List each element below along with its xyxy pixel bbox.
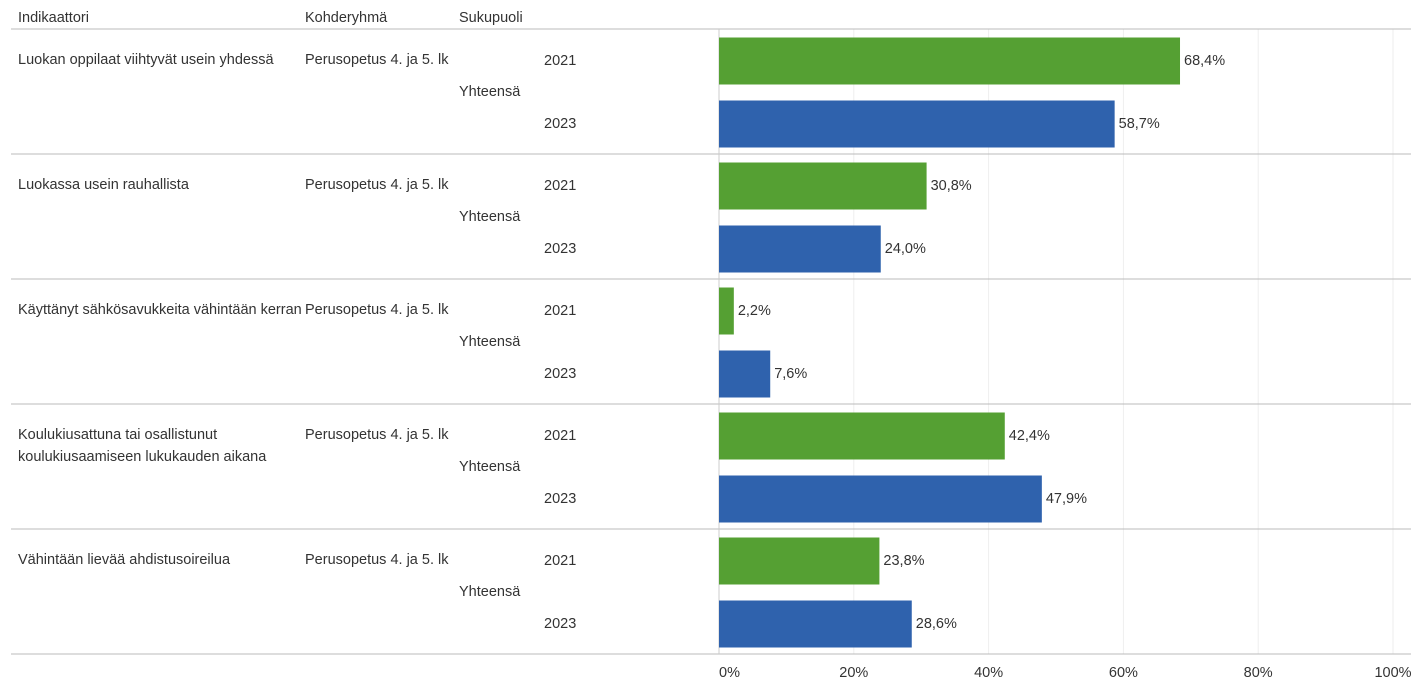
bar [719, 350, 771, 398]
indicator-label: Koulukiusattuna tai osallistunut kouluki… [18, 427, 267, 465]
group-label: Perusopetus 4. ja 5. lk [305, 302, 449, 318]
bar [719, 37, 1181, 85]
gender-label: Yhteensä [459, 209, 521, 225]
value-label: 7,6% [774, 366, 807, 382]
x-tick-label: 40% [974, 665, 1003, 680]
bar [719, 537, 880, 585]
year-label: 2023 [544, 241, 576, 257]
bar [719, 475, 1042, 523]
indicator-label: Vähintään lievää ahdistusoireilua [18, 552, 231, 568]
group-label: Perusopetus 4. ja 5. lk [305, 427, 449, 443]
x-tick-label: 100% [1374, 665, 1411, 680]
bar [719, 287, 734, 335]
group-label: Perusopetus 4. ja 5. lk [305, 177, 449, 193]
value-label: 23,8% [883, 553, 924, 569]
x-tick-label: 20% [839, 665, 868, 680]
year-label: 2023 [544, 616, 576, 632]
value-label: 28,6% [916, 616, 957, 632]
value-label: 58,7% [1119, 116, 1160, 132]
x-tick-label: 0% [719, 665, 740, 680]
column-header: Sukupuoli [459, 10, 523, 26]
indicator-label: Luokan oppilaat viihtyvät usein yhdessä [18, 52, 274, 68]
year-label: 2023 [544, 491, 576, 507]
bar [719, 100, 1115, 148]
year-label: 2021 [544, 303, 576, 319]
indicator-label: Luokassa usein rauhallista [18, 177, 189, 193]
bar [719, 162, 927, 210]
year-label: 2023 [544, 366, 576, 382]
bar [719, 600, 912, 648]
column-header: Indikaattori [18, 10, 89, 26]
column-header: Kohderyhmä [305, 10, 388, 26]
year-label: 2023 [544, 116, 576, 132]
year-label: 2021 [544, 428, 576, 444]
bar [719, 412, 1005, 460]
year-label: 2021 [544, 178, 576, 194]
x-tick-label: 60% [1109, 665, 1138, 680]
x-tick-label: 80% [1244, 665, 1273, 680]
bar [719, 225, 881, 273]
value-label: 24,0% [885, 241, 926, 257]
indicator-label: Käyttänyt sähkösavukkeita vähintään kerr… [18, 302, 302, 318]
value-label: 68,4% [1184, 53, 1225, 69]
year-label: 2021 [544, 553, 576, 569]
gender-label: Yhteensä [459, 459, 521, 475]
gender-label: Yhteensä [459, 84, 521, 100]
group-label: Perusopetus 4. ja 5. lk [305, 52, 449, 68]
year-label: 2021 [544, 53, 576, 69]
gender-label: Yhteensä [459, 334, 521, 350]
value-label: 2,2% [738, 303, 771, 319]
value-label: 30,8% [931, 178, 972, 194]
gender-label: Yhteensä [459, 584, 521, 600]
value-label: 42,4% [1009, 428, 1050, 444]
group-label: Perusopetus 4. ja 5. lk [305, 552, 449, 568]
value-label: 47,9% [1046, 491, 1087, 507]
